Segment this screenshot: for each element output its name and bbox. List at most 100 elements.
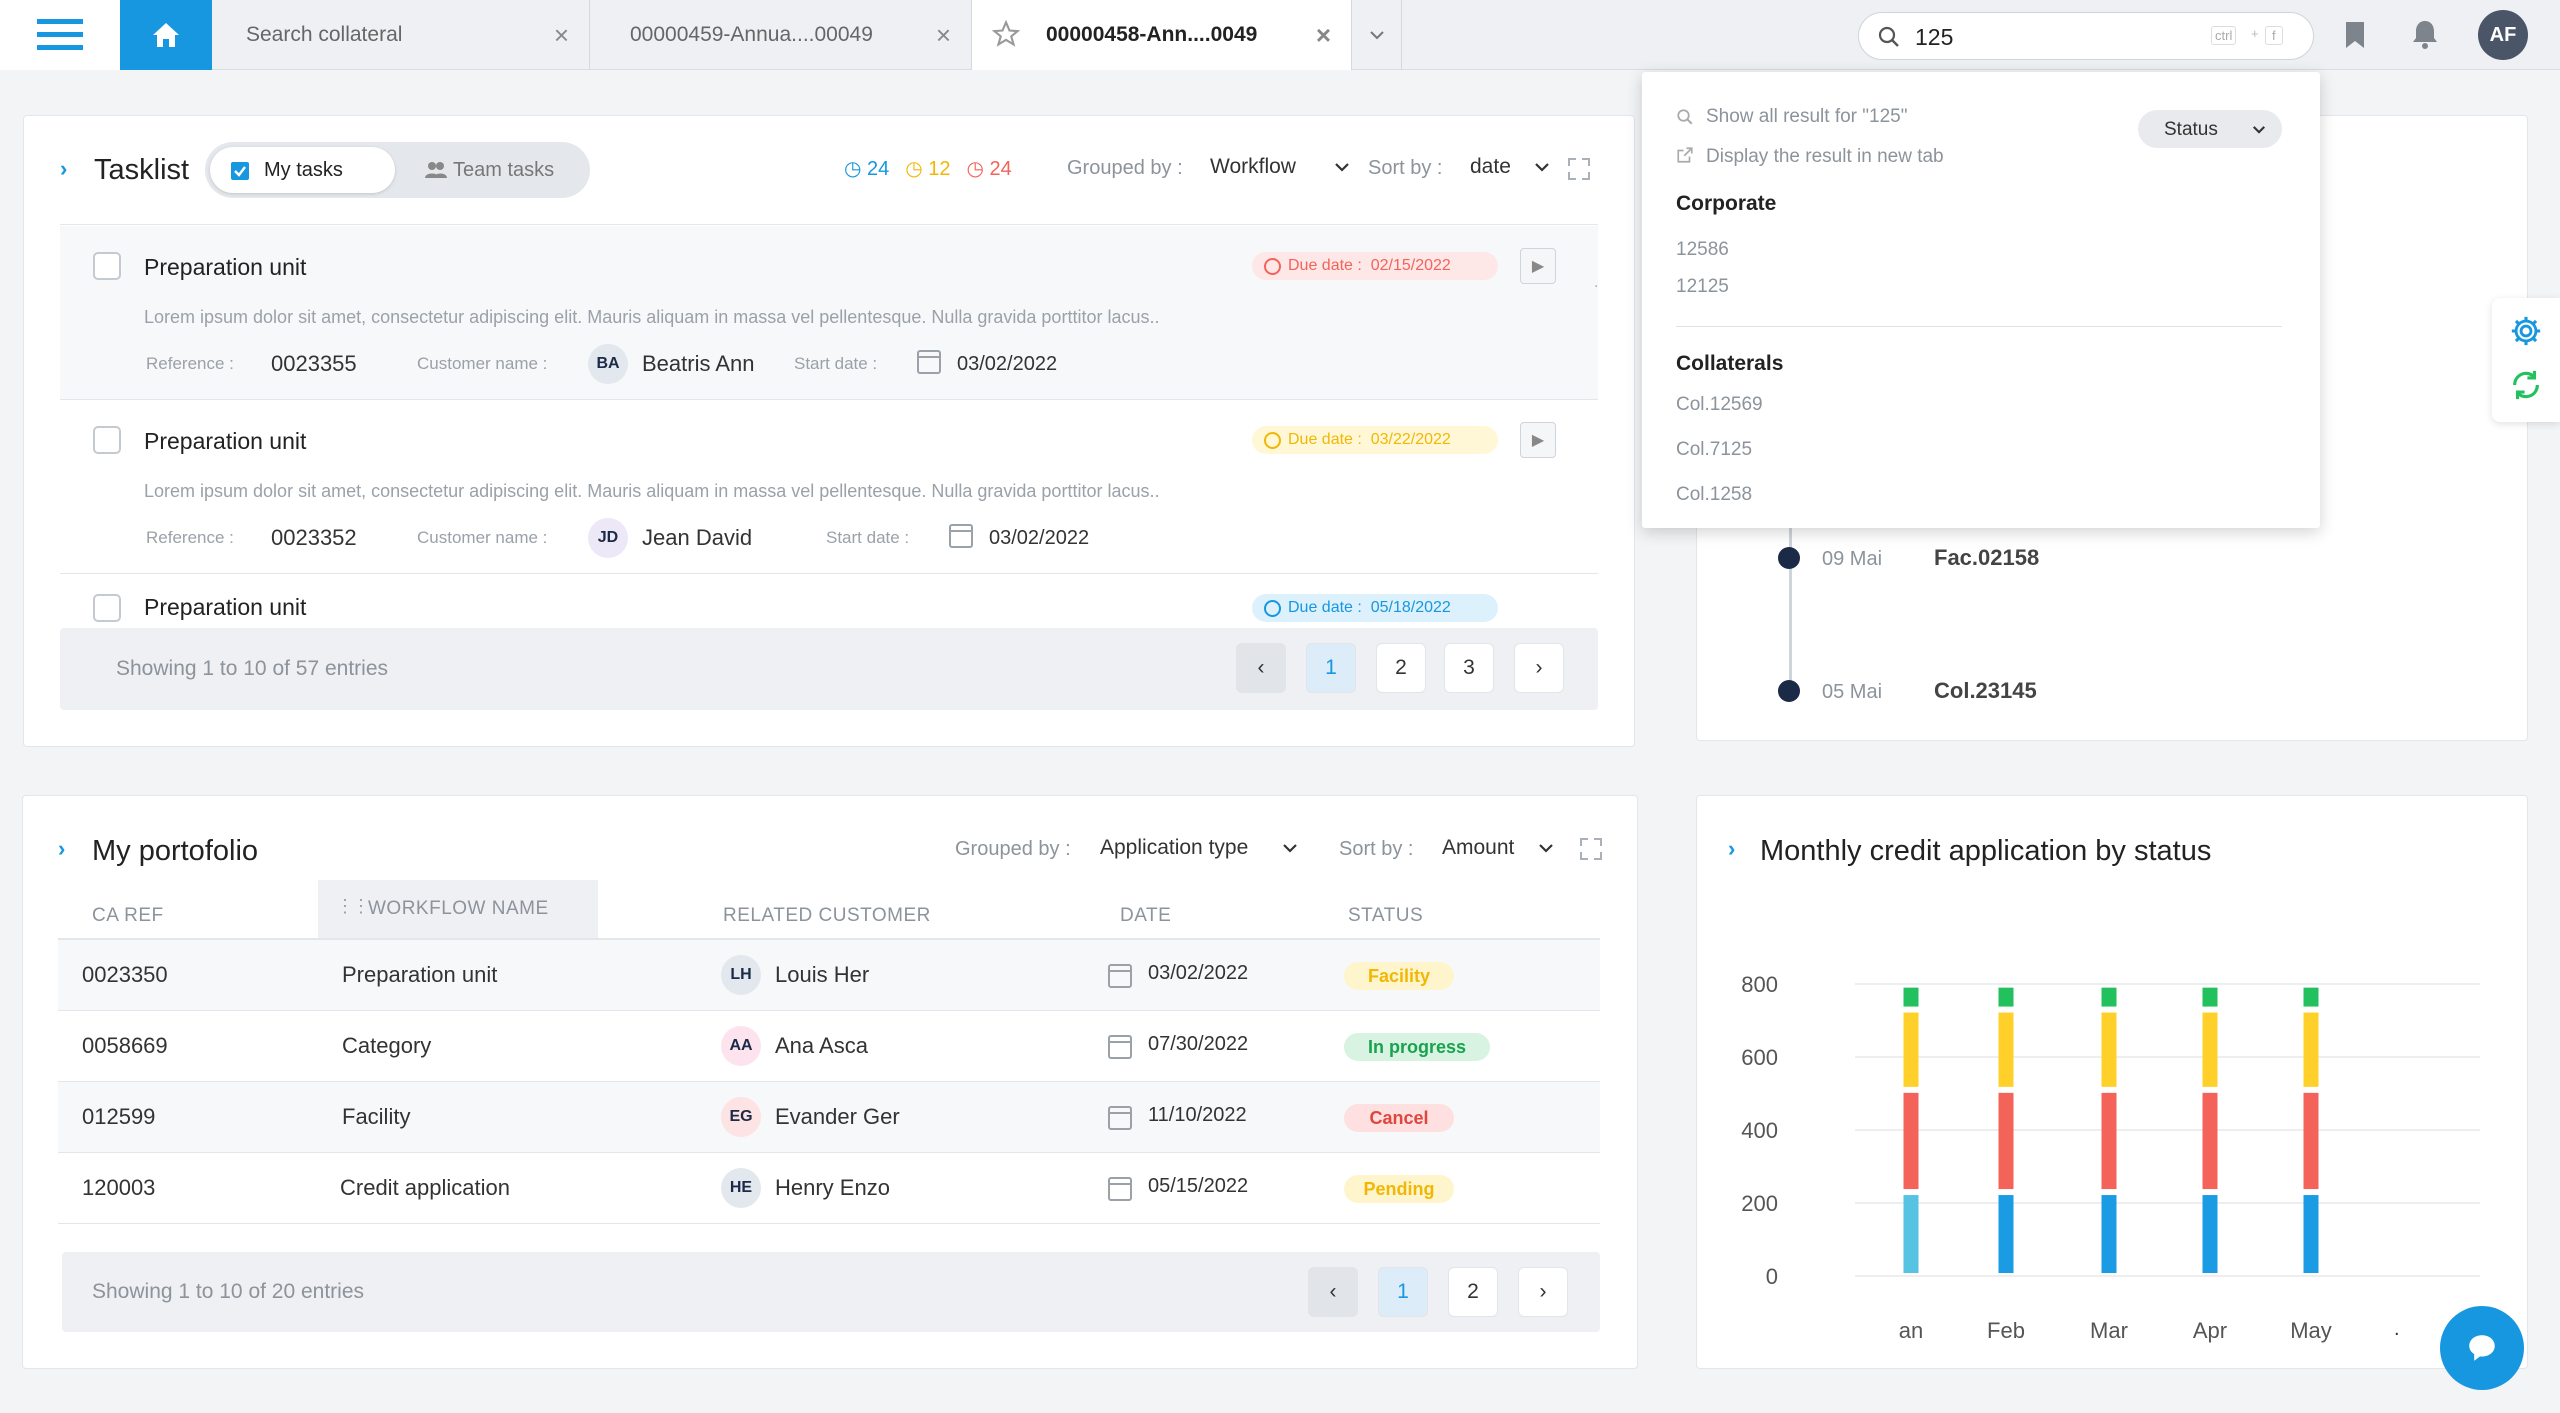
close-icon[interactable]: × (553, 19, 569, 50)
user-avatar[interactable]: AF (2478, 10, 2528, 60)
bar-segment[interactable] (2101, 987, 2117, 1007)
bar-segment[interactable] (1903, 1195, 1919, 1273)
task-checkbox[interactable] (93, 594, 121, 622)
start-task-button[interactable]: ▶ (1520, 248, 1556, 284)
bell-icon[interactable] (2410, 18, 2440, 50)
chevron-right-icon[interactable]: › (58, 836, 66, 861)
tab-00000459[interactable]: 00000459-Annua....00049 × (590, 0, 972, 70)
timeline-ref[interactable]: Col.23145 (1934, 678, 2037, 703)
customer-name[interactable]: Jean David (642, 525, 753, 550)
bookmark-icon[interactable] (2344, 20, 2366, 50)
bar-segment[interactable] (1998, 1012, 2014, 1087)
status-filter-select[interactable]: Status (2138, 110, 2282, 148)
gear-icon[interactable] (2509, 314, 2543, 348)
bar-segment[interactable] (2303, 1092, 2319, 1190)
table-row[interactable]: 120003 Credit application HE Henry Enzo … (58, 1153, 1600, 1224)
close-icon[interactable]: × (935, 19, 951, 50)
portfolio-pagination: Showing 1 to 10 of 20 entries ‹ 1 2 › (62, 1252, 1600, 1332)
sort-by-select[interactable]: Amount (1442, 836, 1554, 860)
customer-name[interactable]: Beatris Ann (642, 351, 755, 376)
y-tick-label: 0 (1766, 1264, 1778, 1289)
tabs-overflow-button[interactable] (1352, 0, 1402, 70)
result-item[interactable]: Col.12569 (1676, 394, 1763, 415)
my-tasks-toggle[interactable]: My tasks (210, 147, 395, 193)
grouped-by-select[interactable]: Application type (1100, 836, 1298, 860)
bar-segment[interactable] (2101, 1012, 2117, 1087)
sort-by-select[interactable]: date (1470, 155, 1550, 179)
due-date-badge: Due date : 03/22/2022 (1252, 426, 1498, 454)
column-header-dragging[interactable]: ⋮⋮ WORKFLOW NAME (318, 880, 598, 938)
next-page-button[interactable]: › (1514, 643, 1564, 693)
tab-00000458[interactable]: 00000458-Ann....0049 × (972, 0, 1352, 70)
bar-segment[interactable] (1998, 1092, 2014, 1190)
tab-search-collateral[interactable]: Search collateral × (212, 0, 590, 70)
y-tick-label: 400 (1741, 1118, 1778, 1143)
bar-segment[interactable] (1998, 987, 2014, 1007)
team-tasks-toggle[interactable]: Team tasks (425, 142, 554, 198)
bar-segment[interactable] (2202, 987, 2218, 1007)
bar-segment[interactable] (2303, 1195, 2319, 1273)
result-item[interactable]: Col.7125 (1676, 439, 1753, 460)
task-item[interactable]: Preparation unit Due date : 05/18/2022 (60, 574, 1598, 628)
close-icon[interactable]: × (1315, 19, 1331, 50)
global-search[interactable]: 125 ctrl + f (1858, 12, 2314, 60)
bar-segment[interactable] (2202, 1195, 2218, 1273)
bar-segment[interactable] (1998, 1195, 2014, 1273)
refresh-icon[interactable] (2509, 368, 2543, 402)
bar-segment[interactable] (2303, 1012, 2319, 1087)
customer-name: Louis Her (775, 962, 870, 987)
column-header[interactable]: CA REF (92, 905, 164, 926)
bar-segment[interactable] (2202, 1012, 2218, 1087)
page-button[interactable]: 1 (1378, 1267, 1428, 1317)
page-button[interactable]: 2 (1448, 1267, 1498, 1317)
bar-segment[interactable] (2303, 987, 2319, 1007)
result-item[interactable]: 12586 (1676, 239, 1729, 260)
chevron-right-icon[interactable]: › (1728, 836, 1736, 861)
reference-label: Reference : (146, 354, 234, 373)
bar-segment[interactable] (2202, 1092, 2218, 1190)
divider (58, 938, 1600, 940)
home-button[interactable] (120, 0, 212, 70)
table-row[interactable]: 012599 Facility EG Evander Ger 11/10/202… (58, 1082, 1600, 1153)
column-header[interactable]: DATE (1120, 905, 1172, 926)
chevron-left-icon: ‹ (1329, 1280, 1337, 1303)
open-in-new-tab-link[interactable]: Display the result in new tab (1706, 146, 1944, 167)
star-icon[interactable] (991, 19, 1021, 54)
page-button[interactable]: 1 (1306, 643, 1356, 693)
table-row[interactable]: 0058669 Category AA Ana Asca 07/30/2022 … (58, 1011, 1600, 1082)
expand-icon[interactable] (1580, 838, 1602, 860)
task-checkbox[interactable] (93, 426, 121, 454)
search-input[interactable]: 125 (1915, 24, 1954, 50)
drag-handle-icon[interactable]: ⋮⋮ (336, 896, 370, 916)
chat-button[interactable] (2440, 1306, 2524, 1390)
hamburger-menu-button[interactable] (0, 0, 120, 70)
page-button[interactable]: 2 (1376, 643, 1426, 693)
timeline-dot (1778, 680, 1800, 702)
due-value: 03/22/2022 (1370, 431, 1451, 448)
bar-segment[interactable] (2101, 1195, 2117, 1273)
column-header[interactable]: RELATED CUSTOMER (723, 905, 931, 926)
next-page-button[interactable]: › (1518, 1267, 1568, 1317)
result-item[interactable]: Col.1258 (1676, 484, 1753, 505)
status-badge: Cancel (1344, 1104, 1454, 1132)
page-button[interactable]: 3 (1444, 643, 1494, 693)
expand-icon[interactable] (1568, 158, 1590, 180)
prev-page-button[interactable]: ‹ (1236, 643, 1286, 693)
grouped-by-select[interactable]: Workflow (1210, 155, 1350, 179)
bar-segment[interactable] (1903, 1012, 1919, 1087)
task-item[interactable]: Preparation unit Due date : 03/22/2022 ▶… (60, 400, 1598, 574)
start-task-button[interactable]: ▶ (1520, 422, 1556, 458)
bar-segment[interactable] (2101, 1092, 2117, 1190)
bar-segment[interactable] (1903, 1092, 1919, 1190)
task-item[interactable]: Preparation unit Due date : 02/15/2022 ▶… (60, 226, 1598, 400)
chevron-right-icon[interactable]: › (60, 156, 68, 181)
result-item[interactable]: 12125 (1676, 276, 1729, 297)
timeline-ref[interactable]: Fac.02158 (1934, 545, 2040, 570)
show-all-results-link[interactable]: Show all result for "125" (1706, 106, 1908, 127)
table-row[interactable]: 0023350 Preparation unit LH Louis Her 03… (58, 940, 1600, 1011)
reference-value: 0023355 (271, 351, 357, 376)
bar-segment[interactable] (1903, 987, 1919, 1007)
task-checkbox[interactable] (93, 252, 121, 280)
prev-page-button[interactable]: ‹ (1308, 1267, 1358, 1317)
column-header[interactable]: STATUS (1348, 905, 1424, 926)
